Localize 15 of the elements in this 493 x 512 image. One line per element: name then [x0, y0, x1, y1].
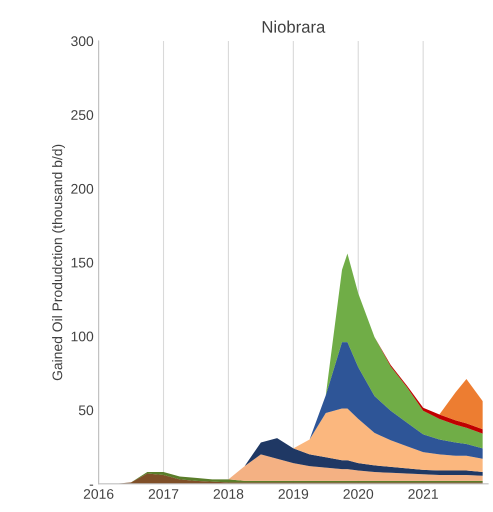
- y-tick-label: 100: [72, 332, 94, 342]
- x-tick-label: 2016: [84, 489, 114, 499]
- y-axis-title: Gained Oil Produdction (thousand b/d): [52, 144, 66, 380]
- y-tick-label: 200: [71, 184, 94, 194]
- chart-title: Niobrara: [262, 20, 326, 33]
- x-tick-label: 2018: [214, 489, 244, 499]
- y-tick-label: 50: [78, 405, 94, 416]
- x-tick-label: 2017: [148, 489, 178, 499]
- y-tick-label: 250: [71, 110, 94, 120]
- y-tick-label: 150: [72, 258, 94, 268]
- x-tick-label: 2021: [408, 489, 438, 499]
- x-tick-label: 2019: [278, 489, 308, 499]
- x-tick-label: 2020: [344, 489, 374, 499]
- y-tick-label: -: [90, 484, 94, 486]
- y-tick-label: 300: [71, 36, 94, 46]
